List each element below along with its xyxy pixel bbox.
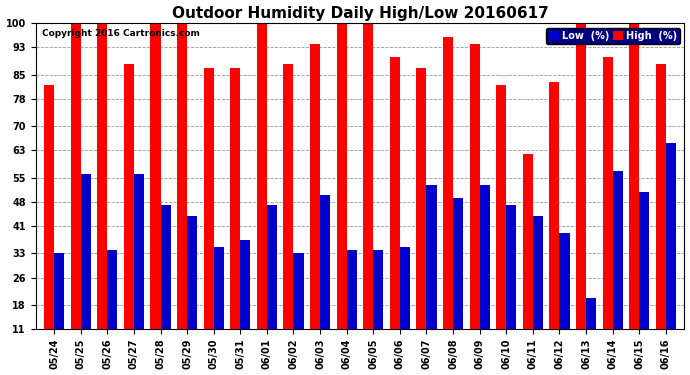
Bar: [70, 23, 81, 329]
Bar: [549, 81, 560, 329]
Bar: [134, 174, 144, 329]
Bar: [161, 206, 170, 329]
Bar: [257, 23, 267, 329]
Bar: [97, 23, 108, 329]
Bar: [177, 23, 187, 329]
Bar: [666, 144, 676, 329]
Bar: [337, 23, 346, 329]
Bar: [293, 254, 304, 329]
Bar: [629, 23, 639, 329]
Title: Outdoor Humidity Daily High/Low 20160617: Outdoor Humidity Daily High/Low 20160617: [172, 6, 549, 21]
Bar: [533, 216, 543, 329]
Bar: [373, 250, 384, 329]
Bar: [506, 206, 516, 329]
Bar: [204, 68, 214, 329]
Bar: [54, 254, 64, 329]
Bar: [453, 198, 463, 329]
Bar: [656, 64, 666, 329]
Bar: [443, 37, 453, 329]
Bar: [240, 240, 250, 329]
Text: Copyright 2016 Cartronics.com: Copyright 2016 Cartronics.com: [42, 29, 200, 38]
Bar: [576, 23, 586, 329]
Bar: [44, 85, 54, 329]
Bar: [346, 250, 357, 329]
Bar: [586, 298, 596, 329]
Bar: [480, 185, 490, 329]
Bar: [267, 206, 277, 329]
Bar: [320, 195, 331, 329]
Bar: [187, 216, 197, 329]
Bar: [108, 250, 117, 329]
Bar: [81, 174, 91, 329]
Bar: [426, 185, 437, 329]
Bar: [613, 171, 623, 329]
Bar: [523, 154, 533, 329]
Bar: [602, 57, 613, 329]
Bar: [470, 44, 480, 329]
Legend: Low  (%), High  (%): Low (%), High (%): [546, 28, 680, 44]
Bar: [560, 233, 569, 329]
Bar: [416, 68, 426, 329]
Bar: [639, 192, 649, 329]
Bar: [230, 68, 240, 329]
Bar: [124, 64, 134, 329]
Bar: [284, 64, 293, 329]
Bar: [400, 247, 410, 329]
Bar: [496, 85, 506, 329]
Bar: [214, 247, 224, 329]
Bar: [310, 44, 320, 329]
Bar: [390, 57, 400, 329]
Bar: [150, 23, 161, 329]
Bar: [363, 23, 373, 329]
